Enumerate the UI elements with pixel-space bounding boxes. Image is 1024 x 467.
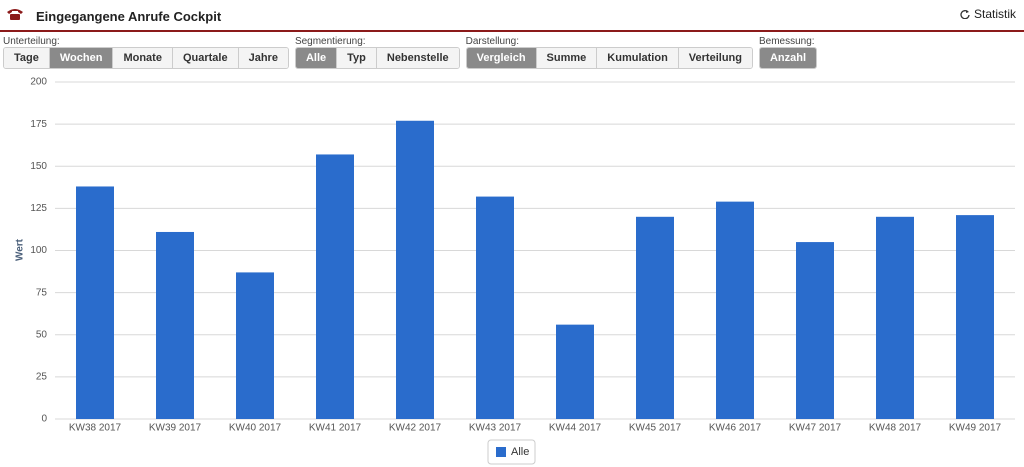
toggle-button[interactable]: Verteilung (678, 48, 752, 68)
toggle-button[interactable]: Kumulation (597, 48, 679, 68)
legend-label: Alle (511, 446, 529, 458)
toggle-button[interactable]: Summe (536, 48, 598, 68)
toolbar: Unterteilung: Tage Wochen Monate Quartale Jah… (3, 36, 823, 69)
header-title: Eingegangene Anrufe Cockpit (36, 9, 222, 24)
toggle-button[interactable]: Anzahl (759, 48, 817, 68)
y-tick-label: 150 (30, 161, 47, 172)
group-label: Bemessung: (758, 36, 815, 47)
x-tick-label: KW42 2017 (389, 423, 442, 434)
phone-icon (7, 9, 23, 20)
bar (716, 201, 754, 419)
bar (396, 120, 434, 419)
x-tick-label: KW39 2017 (149, 423, 202, 434)
bar (156, 231, 194, 419)
header: Eingegangene Anrufe Cockpit Statistik (0, 0, 1024, 32)
y-axis-label: Wert (15, 238, 26, 261)
toggle-button[interactable]: Vergleich (466, 48, 537, 68)
bar (236, 272, 274, 419)
y-tick-label: 175 (30, 119, 47, 130)
x-tick-label: KW47 2017 (789, 423, 842, 434)
toggle-button[interactable]: Monate (113, 48, 173, 68)
x-tick-label: KW43 2017 (469, 423, 522, 434)
toggle-button[interactable]: Typ (337, 48, 377, 68)
toggle-button[interactable]: Jahre (238, 48, 288, 68)
y-tick-label: 125 (30, 203, 47, 214)
bar (956, 215, 994, 419)
y-tick-label: 50 (36, 329, 48, 340)
bar (316, 154, 354, 419)
action-label: Statistik (973, 7, 1016, 21)
group-label: Unterteilung: (3, 36, 60, 47)
statistik-button[interactable]: Statistik (960, 7, 1016, 21)
x-tick-label: KW40 2017 (229, 423, 282, 434)
bar (796, 242, 834, 419)
buttons: Vergleich Summe Kumulation Verteilung (465, 47, 753, 69)
x-tick-label: KW41 2017 (309, 423, 362, 434)
y-tick-label: 75 (36, 287, 48, 298)
refresh-icon (960, 10, 970, 19)
chart: 0 25 50 75 100 125 150 175 200 Wert KW38 2017 KW39 … (15, 77, 1015, 465)
y-tick-label: 100 (30, 245, 47, 256)
button-group: Darstellung: Vergleich Summe Kumulation Vert… (465, 36, 753, 69)
bar (636, 216, 674, 419)
legend-box (487, 439, 536, 465)
x-tick-label: KW46 2017 (709, 423, 762, 434)
x-tick-label: KW38 2017 (69, 423, 122, 434)
x-tick-label: KW45 2017 (629, 423, 682, 434)
y-tick-label: 200 (30, 77, 47, 88)
toggle-button[interactable]: Wochen (49, 48, 114, 68)
x-tick-label: KW49 2017 (949, 423, 1002, 434)
bar (876, 216, 914, 419)
button-group: Segmentierung: Alle Typ Nebenstelle (294, 36, 460, 69)
bar (476, 196, 514, 419)
x-tick-label: KW44 2017 (549, 423, 602, 434)
group-label: Darstellung: (465, 36, 519, 47)
button-group: Unterteilung: Tage Wochen Monate Quartale Jah… (3, 36, 289, 69)
toggle-button[interactable]: Tage (4, 48, 50, 68)
y-tick-label: 25 (36, 372, 48, 383)
bar (556, 324, 594, 419)
y-tick-label: 0 (41, 414, 47, 425)
button-group: Bemessung: Anzahl (758, 36, 818, 69)
x-tick-label: KW48 2017 (869, 423, 922, 434)
legend-swatch (496, 447, 506, 457)
toggle-button[interactable]: Alle (295, 48, 338, 68)
toggle-button[interactable]: Quartale (172, 48, 239, 68)
toggle-button[interactable]: Nebenstelle (376, 48, 459, 68)
bar (76, 186, 114, 419)
group-label: Segmentierung: (294, 36, 366, 47)
buttons: Tage Wochen Monate Quartale Jahre (3, 47, 289, 69)
buttons: Anzahl (758, 47, 818, 69)
buttons: Alle Typ Nebenstelle (294, 47, 460, 69)
